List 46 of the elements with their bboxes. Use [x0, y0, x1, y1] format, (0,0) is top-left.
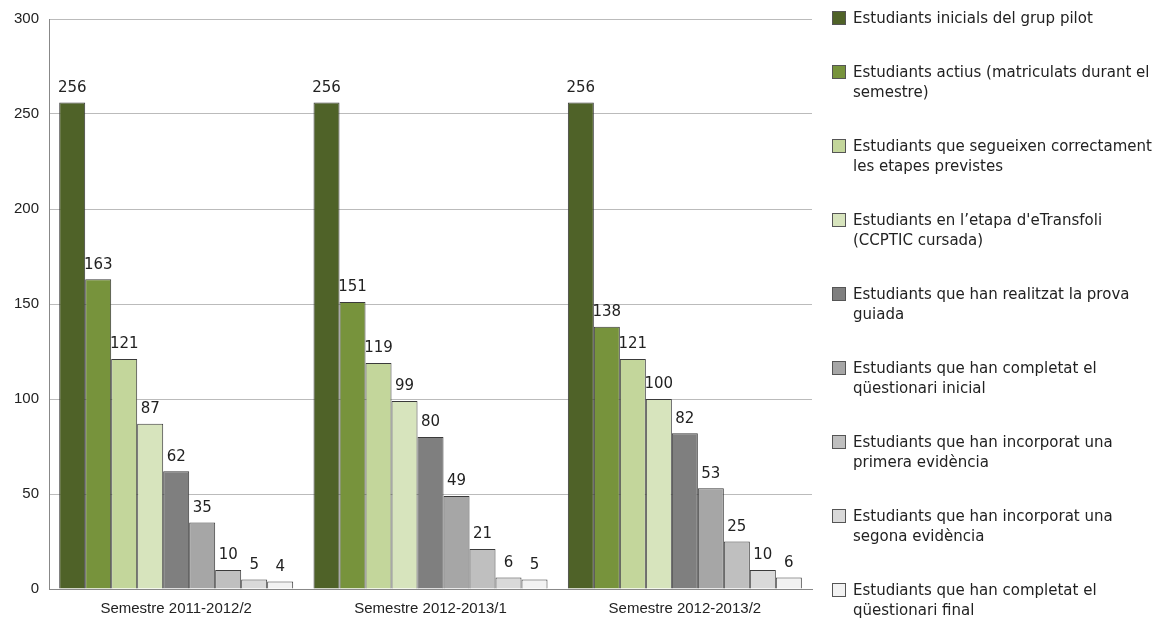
legend-label: Estudiants que han incorporat una segona evidència: [853, 506, 1114, 546]
data-label: 35: [192, 497, 212, 516]
data-label: 256: [57, 77, 87, 96]
data-label: 256: [566, 77, 596, 96]
data-label: 256: [312, 77, 341, 96]
data-label: 82: [675, 408, 695, 427]
data-label: 5: [249, 554, 259, 573]
y-tick-label: 250: [14, 104, 40, 122]
y-tick-label: 0: [30, 579, 40, 597]
data-label: 121: [618, 334, 648, 353]
legend-label: Estudiants que segueixen correctament les etapes previstes: [853, 136, 1153, 176]
legend-label: Estudiants que han completat el qüestionari inicial: [853, 358, 1098, 398]
legend-label: Estudiants que han realitzat la prova guiada: [853, 284, 1131, 324]
data-label: 138: [592, 302, 622, 321]
y-tick-label: 300: [14, 9, 40, 27]
y-tick-label: 50: [22, 484, 40, 502]
data-label: 119: [364, 338, 393, 357]
data-label: 21: [472, 524, 493, 543]
data-label: 99: [394, 376, 415, 395]
data-label: 10: [218, 545, 238, 564]
data-label: 163: [83, 254, 113, 273]
data-label: 49: [446, 471, 467, 490]
y-tick-label: 100: [14, 389, 40, 407]
data-label: 53: [701, 463, 721, 482]
data-label: 6: [784, 552, 794, 571]
data-label: 4: [275, 556, 285, 575]
legend-label: Estudiants que han incorporat una primera evidència: [853, 432, 1114, 472]
data-label: 87: [140, 399, 160, 418]
legend-label: Estudiants que han completat el qüestionari final: [853, 580, 1098, 620]
data-label: 10: [753, 545, 773, 564]
y-tick-label: 200: [14, 199, 40, 217]
data-label: 62: [166, 446, 186, 465]
data-label: 151: [338, 277, 367, 296]
x-tick-label: Semestre 2012-2013/2: [608, 599, 762, 617]
x-tick-label: Semestre 2011-2012/2: [100, 599, 252, 617]
legend-label: Estudiants inicials del grup pilot: [853, 8, 1093, 28]
data-label: 25: [727, 516, 747, 535]
legend-label: Estudiants en l’etapa d'eTransfoli (CCPTIC cursada): [853, 210, 1104, 250]
data-label: 100: [644, 374, 674, 393]
y-tick-label: 150: [14, 294, 40, 312]
data-label: 5: [529, 554, 540, 573]
x-tick-label: Semestre 2012-2013/1: [354, 599, 507, 617]
data-label: 80: [420, 412, 441, 431]
data-label: 121: [109, 334, 139, 353]
legend-label: Estudiants actius (matriculats durant el semestre): [853, 62, 1151, 102]
data-label: 6: [503, 552, 514, 571]
